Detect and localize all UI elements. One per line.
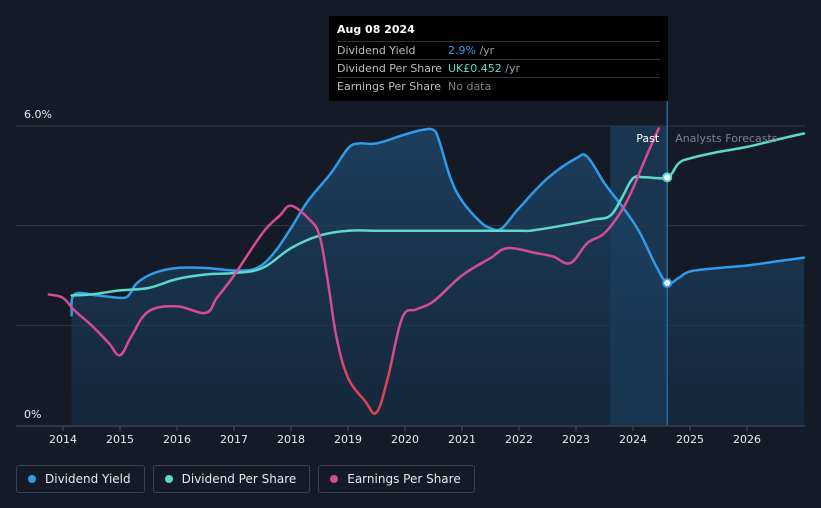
x-tick-label: 2021: [448, 433, 476, 446]
x-tick-label: 2025: [676, 433, 704, 446]
legend-item-dividend-yield[interactable]: Dividend Yield: [16, 465, 145, 493]
x-tick-label: 2024: [619, 433, 647, 446]
dividend-per-share-line: [70, 132, 806, 297]
x-tick-label: 2019: [334, 433, 362, 446]
x-tick-label: 2017: [220, 433, 248, 446]
tooltip: Aug 08 2024 Dividend Yield 2.9% /yr Divi…: [329, 16, 668, 101]
earnings-per-share-dot-icon: [330, 475, 339, 483]
x-tick-label: 2022: [505, 433, 533, 446]
legend-label: Dividend Yield: [45, 472, 131, 486]
tooltip-row-dividend-yield: Dividend Yield 2.9% /yr: [337, 41, 660, 59]
x-tick-label: 2026: [733, 433, 761, 446]
tooltip-unit: /yr: [501, 62, 521, 75]
x-axis-ticks: 2014 2015 2016 2017 2018 2019 2020 2021 2022 2023…: [49, 426, 761, 446]
x-tick-label: 2016: [163, 433, 191, 446]
x-tick-label: 2014: [49, 433, 77, 446]
x-tick-label: 2020: [391, 433, 419, 446]
tooltip-value: UK£0.452: [448, 62, 502, 75]
legend-item-earnings-per-share[interactable]: Earnings Per Share: [318, 465, 475, 493]
forecast-label: Analysts Forecasts: [675, 132, 778, 145]
y-axis-label-bottom: 0%: [24, 408, 41, 421]
tooltip-value: No data: [448, 80, 492, 93]
legend-label: Earnings Per Share: [347, 472, 461, 486]
tooltip-date: Aug 08 2024: [337, 23, 415, 36]
earnings-per-share-line: [47, 127, 660, 415]
dividend-yield-area: [71, 128, 804, 425]
x-tick-label: 2015: [106, 433, 134, 446]
tooltip-label: Dividend Per Share: [337, 62, 443, 75]
dividend-per-share-dot-icon: [164, 475, 173, 483]
data-marker: [662, 277, 673, 288]
tooltip-label: Dividend Yield: [337, 44, 416, 57]
dividend-yield-dot-icon: [28, 475, 36, 483]
legend: Dividend Yield Dividend Per Share Earnin…: [16, 465, 475, 493]
x-tick-label: 2023: [562, 433, 590, 446]
tooltip-value: 2.9%: [448, 44, 476, 57]
past-label: Past: [636, 132, 660, 145]
data-marker: [662, 172, 673, 183]
y-axis-label-top: 6.0%: [24, 108, 52, 121]
tooltip-row-earnings-per-share: Earnings Per Share No data: [337, 77, 660, 95]
legend-label: Dividend Per Share: [181, 472, 297, 486]
x-tick-label: 2018: [277, 433, 305, 446]
dividend-yield-line: [70, 127, 806, 317]
tooltip-row-dividend-per-share: Dividend Per Share UK£0.452 /yr: [337, 59, 660, 77]
tooltip-unit: /yr: [475, 44, 495, 57]
legend-item-dividend-per-share[interactable]: Dividend Per Share: [152, 465, 311, 493]
tooltip-label: Earnings Per Share: [337, 80, 442, 93]
markers: [662, 172, 673, 288]
